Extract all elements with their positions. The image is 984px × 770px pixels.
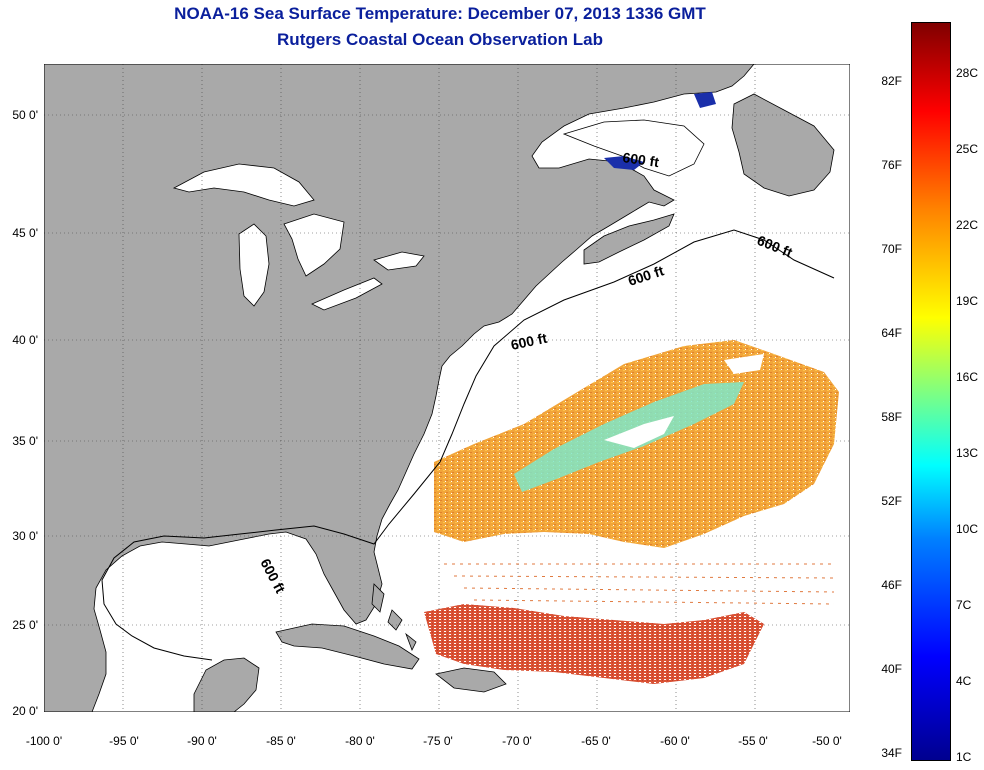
lat-label-35: 35 0': [12, 434, 38, 448]
lat-label-20: 20 0': [12, 704, 38, 718]
land-yucatan: [193, 657, 260, 712]
colorbar-f-58: 58F: [881, 410, 902, 424]
lat-label-30: 30 0': [12, 529, 38, 543]
map-title: NOAA-16 Sea Surface Temperature: Decembe…: [174, 4, 706, 23]
colorbar-c-4: 4C: [956, 674, 972, 688]
lake-erie: [311, 277, 383, 311]
temperature-colorbar: [911, 22, 951, 761]
lat-label-50: 50 0': [12, 108, 38, 122]
colorbar-f-76: 76F: [881, 158, 902, 172]
isobath-600ft: [101, 229, 835, 661]
lon-label-60: -60 0': [660, 734, 690, 748]
isobath-label-mid-atlantic: 600 ft: [509, 330, 548, 353]
colorbar-f-82: 82F: [881, 74, 902, 88]
colorbar-c-22: 22C: [956, 218, 979, 232]
colorbar-f-40: 40F: [881, 662, 902, 676]
lon-label-80: -80 0': [345, 734, 375, 748]
land-cuba: [275, 623, 420, 670]
lon-label-95: -95 0': [109, 734, 139, 748]
colorbar-c-7: 7C: [956, 598, 972, 612]
lon-label-65: -65 0': [581, 734, 611, 748]
lake-huron: [283, 213, 345, 277]
lake-ontario: [373, 251, 425, 271]
lon-label-100: -100 0': [25, 734, 63, 748]
sst-map: 600 ft 600 ft 600 ft 600 ft 600 ft: [44, 64, 850, 712]
colorbar-c-10: 10C: [956, 522, 979, 536]
lat-label-25: 25 0': [12, 618, 38, 632]
isobath-label-newfoundland: 600 ft: [622, 149, 661, 170]
land-hispaniola: [435, 667, 507, 693]
colorbar-f-46: 46F: [881, 578, 902, 592]
sst-cloud-gap: [604, 354, 764, 448]
land-north-america: [44, 64, 755, 712]
colorbar-f-70: 70F: [881, 242, 902, 256]
lon-label-50: -50 0': [812, 734, 842, 748]
lon-label-90: -90 0': [187, 734, 217, 748]
lon-label-55: -55 0': [738, 734, 768, 748]
colorbar-f-52: 52F: [881, 494, 902, 508]
sst-streaks: [444, 563, 835, 605]
lon-label-75: -75 0': [423, 734, 453, 748]
land-bahamas: [371, 583, 417, 651]
lat-label-40: 40 0': [12, 333, 38, 347]
colorbar-c-1: 1C: [956, 750, 972, 764]
sst-tropical-water: [424, 604, 764, 684]
colorbar-f-34: 34F: [881, 746, 902, 760]
lon-label-85: -85 0': [266, 734, 296, 748]
colorbar-c-25: 25C: [956, 142, 979, 156]
colorbar-c-28: 28C: [956, 66, 979, 80]
lon-label-70: -70 0': [502, 734, 532, 748]
land-newfoundland: [731, 93, 835, 197]
lake-superior: [172, 163, 315, 207]
colorbar-c-13: 13C: [956, 446, 979, 460]
colorbar-c-16: 16C: [956, 370, 979, 384]
colorbar-f-64: 64F: [881, 326, 902, 340]
map-subtitle: Rutgers Coastal Ocean Observation Lab: [277, 30, 603, 49]
gulf-st-lawrence: [562, 119, 705, 177]
colorbar-c-19: 19C: [956, 294, 979, 308]
st-lawrence-cold-water: [604, 92, 716, 170]
land-nova-scotia: [583, 213, 675, 265]
lat-label-45: 45 0': [12, 226, 38, 240]
lake-michigan: [238, 223, 270, 307]
